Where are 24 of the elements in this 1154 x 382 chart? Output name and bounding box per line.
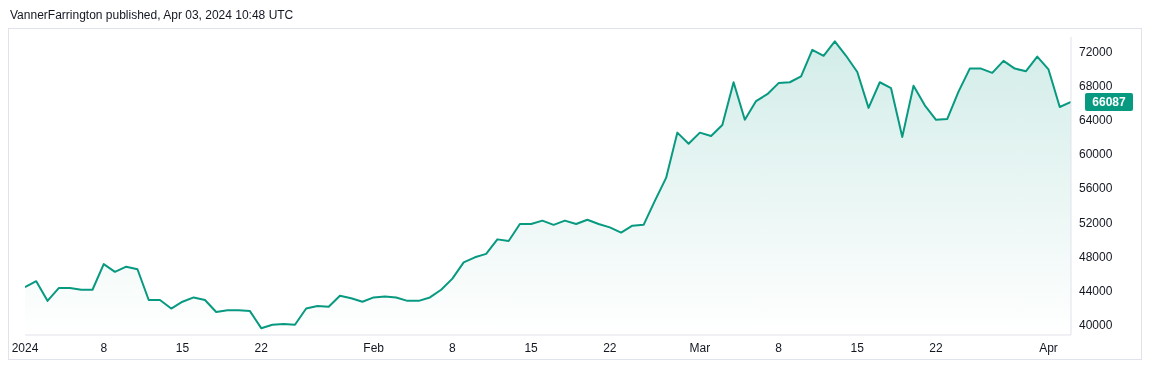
y-tick-label: 68000 xyxy=(1079,78,1113,93)
x-tick-label: 15 xyxy=(175,340,190,355)
annotation: 66087 xyxy=(1092,95,1127,109)
x-tick-label: 15 xyxy=(524,340,539,355)
x-tick-label: 22 xyxy=(929,340,944,355)
y-tick-label: 40000 xyxy=(1079,318,1113,333)
x-tick-label: 22 xyxy=(603,340,617,355)
y-tick-label: 60000 xyxy=(1079,147,1113,162)
x-tick-label: 15 xyxy=(850,340,865,355)
y-tick-label: 44000 xyxy=(1079,283,1113,298)
x-tick-label: 2024 xyxy=(11,340,39,355)
x-tick-label: Mar xyxy=(689,340,711,355)
x-tick-label: 8 xyxy=(449,340,457,355)
y-tick-label: 48000 xyxy=(1079,249,1113,264)
x-tick-label: Apr xyxy=(1039,340,1058,355)
x-tick-label: 8 xyxy=(100,340,108,355)
y-tick-label: 52000 xyxy=(1079,215,1113,230)
y-tick-label: 56000 xyxy=(1079,181,1113,196)
x-tick-label: Feb xyxy=(363,340,385,355)
x-tick-label: 8 xyxy=(775,340,783,355)
chart-title: VannerFarrington published, Apr 03, 2024 10:48 UTC xyxy=(10,8,295,22)
y-tick-label: 72000 xyxy=(1079,44,1113,59)
x-tick-label: 22 xyxy=(254,340,269,355)
y-tick-label: 64000 xyxy=(1079,113,1113,128)
